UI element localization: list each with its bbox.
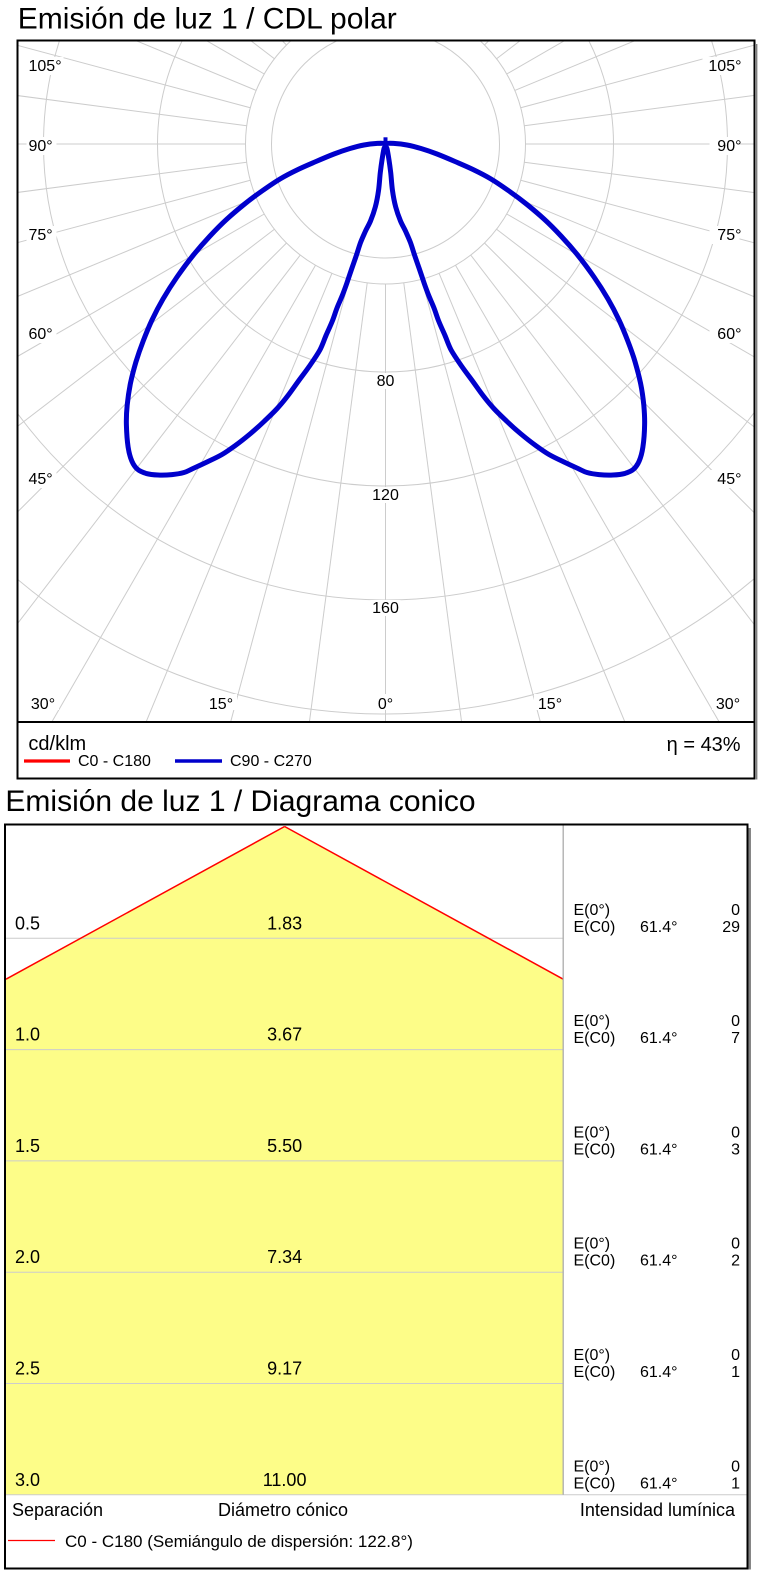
svg-text:60°: 60°: [29, 326, 53, 343]
svg-text:E(0°): E(0°): [574, 1458, 611, 1475]
svg-text:61.4°: 61.4°: [640, 1030, 678, 1047]
svg-text:2: 2: [731, 1253, 740, 1270]
svg-text:30°: 30°: [31, 696, 55, 713]
svg-text:90°: 90°: [717, 138, 741, 155]
svg-text:7.34: 7.34: [267, 1247, 302, 1267]
svg-text:15°: 15°: [209, 696, 233, 713]
svg-text:160: 160: [372, 600, 399, 617]
svg-text:1: 1: [731, 1475, 740, 1492]
svg-text:61.4°: 61.4°: [640, 1253, 678, 1270]
svg-text:3.0: 3.0: [15, 1470, 40, 1490]
svg-text:2.5: 2.5: [15, 1359, 40, 1379]
svg-text:9.17: 9.17: [267, 1359, 302, 1379]
svg-text:1.0: 1.0: [15, 1025, 40, 1045]
svg-text:C0 - C180 (Semiángulo de dispe: C0 - C180 (Semiángulo de dispersión: 122…: [65, 1532, 413, 1551]
svg-text:E(0°): E(0°): [574, 1124, 611, 1141]
svg-text:45°: 45°: [717, 471, 741, 488]
svg-text:7: 7: [731, 1030, 740, 1047]
svg-text:105°: 105°: [29, 58, 62, 75]
svg-text:Intensidad lumínica: Intensidad lumínica: [580, 1500, 736, 1520]
svg-text:E(C0): E(C0): [574, 1475, 616, 1492]
svg-text:61.4°: 61.4°: [640, 1141, 678, 1158]
svg-text:80: 80: [377, 373, 395, 390]
svg-text:C0 - C180: C0 - C180: [78, 753, 151, 770]
svg-text:η = 43%: η = 43%: [667, 734, 741, 756]
svg-text:Diámetro cónico: Diámetro cónico: [218, 1500, 348, 1520]
svg-text:E(C0): E(C0): [574, 1253, 616, 1270]
svg-text:75°: 75°: [717, 227, 741, 244]
svg-text:11.00: 11.00: [263, 1470, 307, 1490]
svg-text:E(C0): E(C0): [574, 919, 616, 936]
svg-text:30°: 30°: [716, 696, 740, 713]
svg-text:E(0°): E(0°): [574, 1347, 611, 1364]
svg-text:0: 0: [731, 1347, 740, 1364]
svg-text:5.50: 5.50: [267, 1136, 302, 1156]
svg-text:Emisión de luz 1 / CDL polar: Emisión de luz 1 / CDL polar: [18, 2, 397, 35]
svg-text:E(0°): E(0°): [574, 1236, 611, 1253]
svg-text:90°: 90°: [29, 138, 53, 155]
svg-text:E(C0): E(C0): [574, 1141, 616, 1158]
svg-text:2.0: 2.0: [15, 1247, 40, 1267]
svg-text:0: 0: [731, 1458, 740, 1475]
svg-text:29: 29: [722, 919, 740, 936]
svg-text:61.4°: 61.4°: [640, 1364, 678, 1381]
svg-text:61.4°: 61.4°: [640, 1475, 678, 1492]
svg-text:1: 1: [731, 1364, 740, 1381]
svg-text:C90 - C270: C90 - C270: [230, 753, 312, 770]
svg-text:0°: 0°: [378, 696, 393, 713]
svg-text:E(C0): E(C0): [574, 1030, 616, 1047]
svg-text:120: 120: [372, 487, 399, 504]
svg-text:15°: 15°: [538, 696, 562, 713]
svg-text:60°: 60°: [717, 326, 741, 343]
svg-text:0.5: 0.5: [15, 913, 40, 933]
svg-text:cd/klm: cd/klm: [28, 733, 86, 755]
svg-text:0: 0: [731, 1013, 740, 1030]
svg-text:1.5: 1.5: [15, 1136, 40, 1156]
svg-text:E(0°): E(0°): [574, 1013, 611, 1030]
svg-text:Separación: Separación: [12, 1500, 103, 1520]
svg-text:E(C0): E(C0): [574, 1364, 616, 1381]
svg-text:3.67: 3.67: [267, 1025, 302, 1045]
svg-text:E(0°): E(0°): [574, 902, 611, 919]
svg-text:61.4°: 61.4°: [640, 919, 678, 936]
svg-text:1.83: 1.83: [267, 913, 302, 933]
svg-text:0: 0: [731, 1236, 740, 1253]
svg-text:0: 0: [731, 902, 740, 919]
svg-text:3: 3: [731, 1141, 740, 1158]
svg-text:45°: 45°: [29, 471, 53, 488]
svg-text:Emisión de luz 1 / Diagrama co: Emisión de luz 1 / Diagrama conico: [5, 785, 475, 818]
svg-text:0: 0: [731, 1124, 740, 1141]
svg-text:105°: 105°: [708, 58, 741, 75]
svg-text:75°: 75°: [29, 227, 53, 244]
